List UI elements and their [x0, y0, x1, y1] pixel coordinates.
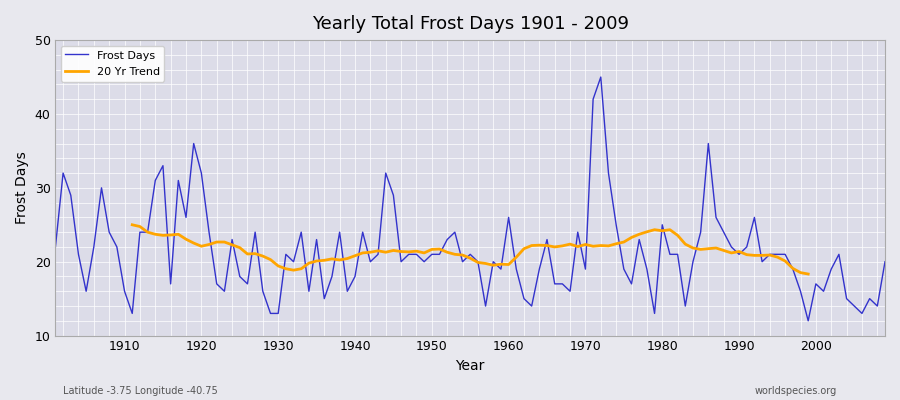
- 20 Yr Trend: [803, 272, 814, 276]
- Y-axis label: Frost Days: Frost Days: [15, 152, 29, 224]
- Frost Days: [603, 171, 614, 176]
- Text: worldspecies.org: worldspecies.org: [755, 386, 837, 396]
- Frost Days: [496, 267, 507, 272]
- 20 Yr Trend: [196, 244, 207, 249]
- Frost Days: [112, 244, 122, 249]
- 20 Yr Trend: [266, 257, 276, 262]
- Frost Days: [50, 244, 61, 249]
- Frost Days: [879, 259, 890, 264]
- Title: Yearly Total Frost Days 1901 - 2009: Yearly Total Frost Days 1901 - 2009: [311, 15, 629, 33]
- Frost Days: [281, 252, 292, 257]
- 20 Yr Trend: [472, 260, 483, 265]
- Frost Days: [503, 215, 514, 220]
- Text: Latitude -3.75 Longitude -40.75: Latitude -3.75 Longitude -40.75: [63, 386, 218, 396]
- Frost Days: [327, 274, 338, 279]
- 20 Yr Trend: [127, 222, 138, 227]
- Frost Days: [596, 75, 607, 80]
- 20 Yr Trend: [726, 250, 737, 255]
- Line: Frost Days: Frost Days: [56, 77, 885, 321]
- 20 Yr Trend: [212, 240, 222, 244]
- Line: 20 Yr Trend: 20 Yr Trend: [132, 225, 808, 274]
- X-axis label: Year: Year: [455, 359, 485, 373]
- Legend: Frost Days, 20 Yr Trend: Frost Days, 20 Yr Trend: [61, 46, 164, 82]
- Frost Days: [803, 318, 814, 323]
- 20 Yr Trend: [388, 248, 399, 253]
